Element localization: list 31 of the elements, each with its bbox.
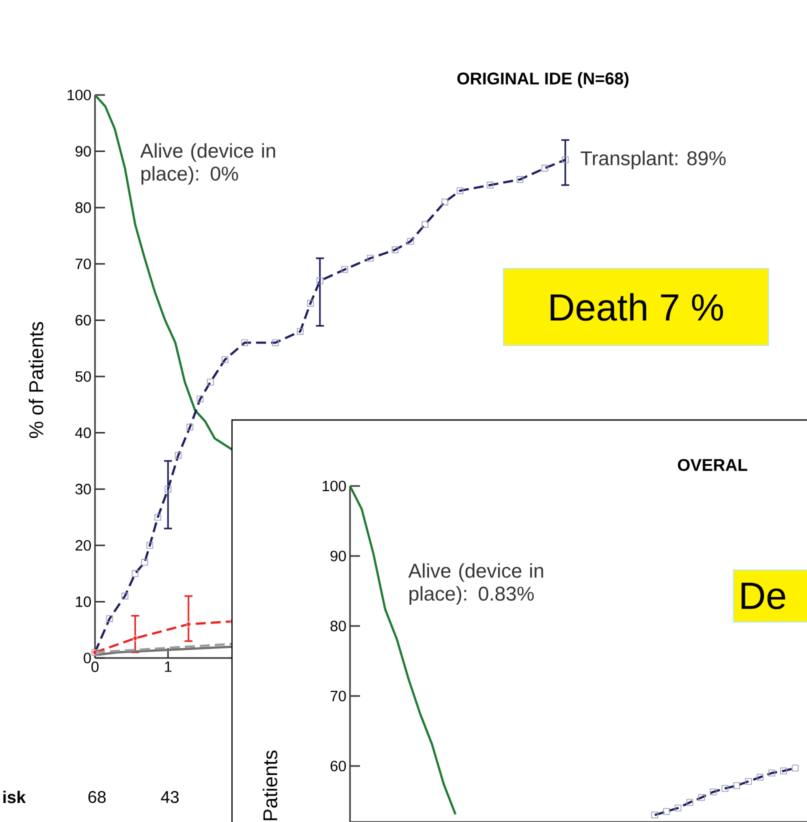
- y-tick-label: 90: [76, 146, 91, 157]
- text: 43: [160, 791, 179, 803]
- annotation: Death 7 %: [550, 293, 723, 321]
- chart-title: ORIGINAL IDE (N=68): [457, 72, 628, 88]
- y-tick-label: 100: [322, 480, 346, 492]
- x-tick-label: 1: [165, 662, 172, 672]
- y-tick-label: 80: [76, 202, 91, 213]
- y-tick-label: 90: [330, 550, 346, 562]
- chart-title: OVERAL: [678, 459, 748, 471]
- point: [132, 634, 138, 642]
- y-tick-label: 20: [76, 540, 91, 551]
- y-tick-label: 30: [75, 484, 91, 494]
- annotation: De: [742, 582, 786, 610]
- y-tick-label: 70: [76, 258, 91, 270]
- y-axis-title: Patients: [262, 750, 278, 820]
- y-tick-label: 10: [76, 596, 91, 607]
- point: [186, 620, 192, 628]
- y-tick-label: 60: [76, 314, 91, 326]
- y-tick-label: 100: [68, 90, 91, 100]
- y-tick-label: 80: [330, 620, 346, 632]
- y-tick-label: 0: [84, 652, 91, 664]
- text: 68: [88, 791, 106, 803]
- annotation: Transplant: 89%: [580, 150, 726, 170]
- annotation: Alive (device in place): 0.83%: [408, 563, 544, 605]
- y-tick-label: 70: [330, 690, 346, 702]
- y-tick-label: 50: [75, 371, 91, 382]
- text: isk: [3, 790, 26, 804]
- annotation: Alive (device in place): 0%: [140, 143, 276, 185]
- y-axis-title: % of Patients: [28, 322, 44, 438]
- y-tick-label: 60: [330, 760, 346, 772]
- y-tick-label: 40: [75, 428, 91, 438]
